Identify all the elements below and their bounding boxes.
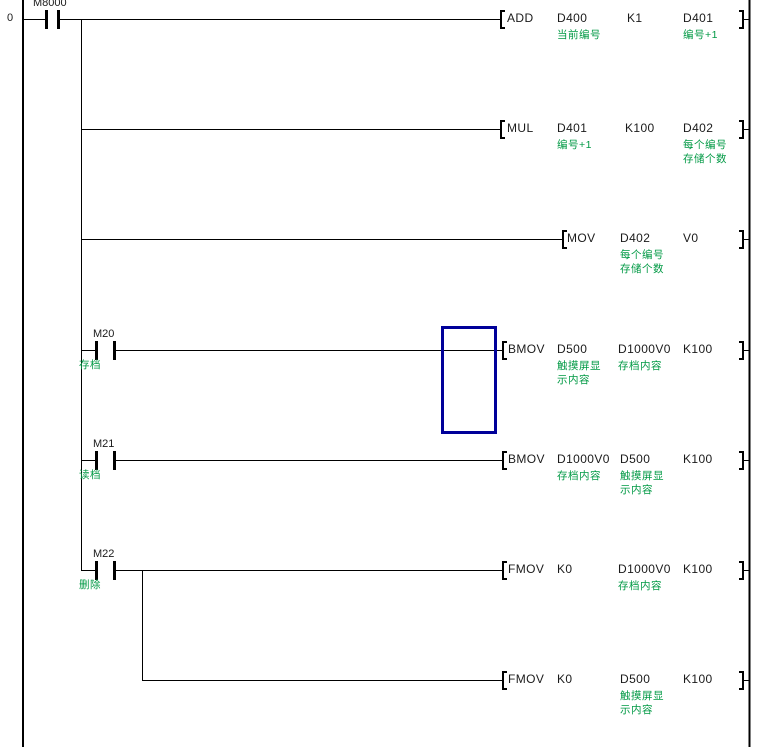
open-bracket-icon: [502, 671, 507, 690]
operand[interactable]: D1000V0: [618, 342, 671, 356]
operand[interactable]: D500: [620, 452, 651, 466]
open-bracket-icon: [500, 10, 505, 29]
operand[interactable]: K0: [557, 562, 573, 576]
close-bracket-icon: [739, 451, 744, 470]
open-bracket-icon: [500, 120, 505, 139]
device-comment: 编号+1: [683, 29, 718, 41]
selection-cursor[interactable]: [441, 326, 497, 434]
operand[interactable]: D500: [557, 342, 588, 356]
contact-m8000-label[interactable]: M8000: [33, 0, 67, 9]
instruction-name[interactable]: BMOV: [508, 342, 545, 356]
instruction-name[interactable]: MUL: [507, 121, 534, 135]
device-comment: 存档内容: [618, 360, 662, 372]
operand[interactable]: D1000V0: [557, 452, 610, 466]
contact-m21-label[interactable]: M21: [93, 438, 115, 450]
operand[interactable]: D400: [557, 11, 588, 25]
operand[interactable]: K100: [683, 452, 713, 466]
close-bracket-icon: [739, 10, 744, 29]
operand[interactable]: D1000V0: [618, 562, 671, 576]
device-comment: 存档内容: [618, 580, 662, 592]
device-comment: 示内容: [620, 484, 653, 496]
device-comment: 示内容: [620, 704, 653, 716]
close-bracket-icon: [739, 341, 744, 360]
device-comment: 触摸屏显: [557, 360, 601, 372]
open-bracket-icon: [502, 451, 507, 470]
device-comment: 示内容: [557, 374, 590, 386]
operand[interactable]: K100: [625, 121, 655, 135]
device-comment: 每个编号: [620, 249, 664, 261]
operand[interactable]: V0: [683, 231, 699, 245]
close-bracket-icon: [739, 230, 744, 249]
operand[interactable]: K1: [627, 11, 643, 25]
contact-m21-comment: 读档: [79, 469, 101, 481]
instruction-name[interactable]: ADD: [507, 11, 534, 25]
open-bracket-icon: [502, 341, 507, 360]
rung-number: 0: [7, 12, 14, 24]
device-comment: 编号+1: [557, 139, 592, 151]
instruction-name[interactable]: FMOV: [508, 562, 545, 576]
device-comment: 当前编号: [557, 29, 601, 41]
device-comment: 存储个数: [620, 263, 664, 275]
device-comment: 每个编号: [683, 139, 727, 151]
close-bracket-icon: [739, 671, 744, 690]
device-comment: 存储个数: [683, 153, 727, 165]
operand[interactable]: K0: [557, 672, 573, 686]
contact-m22-label[interactable]: M22: [93, 548, 115, 560]
contact-m20-comment: 存档: [79, 359, 101, 371]
open-bracket-icon: [562, 230, 567, 249]
operand[interactable]: K100: [683, 562, 713, 576]
device-comment: 存档内容: [557, 470, 601, 482]
contact-m20-label[interactable]: M20: [93, 328, 115, 340]
close-bracket-icon: [739, 561, 744, 580]
close-bracket-icon: [739, 120, 744, 139]
operand[interactable]: D401: [557, 121, 588, 135]
device-comment: 触摸屏显: [620, 470, 664, 482]
contact-m22-comment: 删除: [79, 579, 101, 591]
instruction-name[interactable]: BMOV: [508, 452, 545, 466]
operand[interactable]: D401: [683, 11, 714, 25]
operand[interactable]: K100: [683, 672, 713, 686]
power-rails: [22, 0, 751, 747]
operand[interactable]: K100: [683, 342, 713, 356]
instruction-name[interactable]: MOV: [567, 231, 596, 245]
device-comment: 触摸屏显: [620, 690, 664, 702]
operand[interactable]: D402: [620, 231, 651, 245]
open-bracket-icon: [502, 561, 507, 580]
operand[interactable]: D500: [620, 672, 651, 686]
operand[interactable]: D402: [683, 121, 714, 135]
contact-bars: [45, 10, 116, 580]
instruction-name[interactable]: FMOV: [508, 672, 545, 686]
